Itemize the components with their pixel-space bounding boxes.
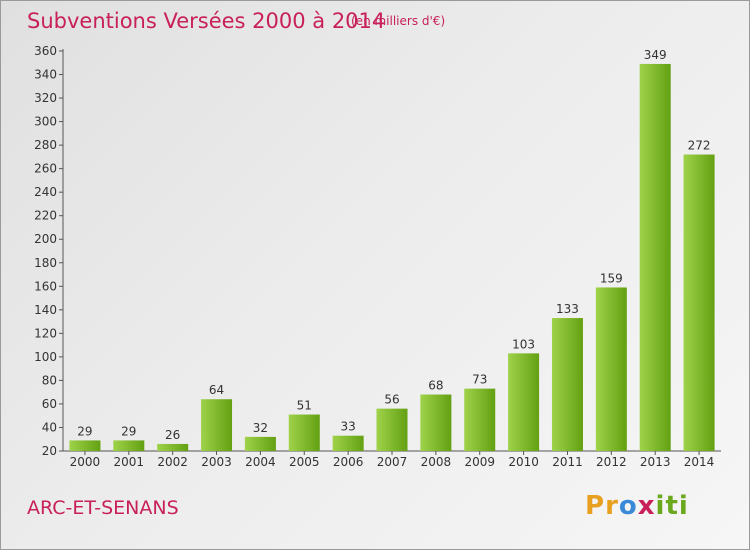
- logo-letter: t: [665, 491, 679, 521]
- y-tick-label: 120: [34, 326, 57, 340]
- bar: [683, 154, 715, 451]
- x-tick-label: 2007: [377, 455, 408, 469]
- x-tick-label: 2003: [201, 455, 232, 469]
- bar: [244, 436, 276, 451]
- bar: [201, 399, 233, 451]
- x-tick-label: 2013: [640, 455, 671, 469]
- data-label: 32: [253, 421, 268, 435]
- data-label: 64: [209, 383, 224, 397]
- bar: [464, 388, 496, 451]
- data-label: 349: [644, 48, 667, 62]
- y-tick-label: 340: [34, 68, 57, 82]
- y-tick-label: 280: [34, 138, 57, 152]
- y-tick-label: 160: [34, 279, 57, 293]
- bar: [113, 440, 145, 451]
- x-tick-label: 2000: [70, 455, 101, 469]
- y-tick-label: 40: [42, 420, 57, 434]
- x-tick-label: 2001: [114, 455, 145, 469]
- y-tick-label: 240: [34, 185, 57, 199]
- y-tick-label: 360: [34, 44, 57, 58]
- x-tick-label: 2014: [684, 455, 715, 469]
- data-label: 68: [428, 379, 443, 393]
- commune-name: ARC-ET-SENANS: [27, 497, 179, 519]
- logo-letter: o: [618, 491, 638, 521]
- y-tick-label: 20: [42, 444, 57, 458]
- data-label: 56: [384, 393, 399, 407]
- y-tick-label: 220: [34, 209, 57, 223]
- data-label: 272: [688, 139, 711, 153]
- data-label: 33: [340, 420, 355, 434]
- logo-letter: r: [605, 491, 619, 521]
- bar: [376, 408, 408, 451]
- x-tick-label: 2012: [596, 455, 627, 469]
- bar: [332, 435, 364, 451]
- y-tick-label: 320: [34, 91, 57, 105]
- data-label: 26: [165, 428, 180, 442]
- chart-subtitle: (en milliers d'€): [351, 14, 446, 28]
- y-tick-label: 140: [34, 303, 57, 317]
- bar: [508, 353, 540, 451]
- data-labels: 29 29 26 64 32 51 33 56 68 73 103 133 159 349 272: [77, 48, 710, 442]
- bar: [420, 394, 452, 451]
- y-tick-label: 260: [34, 162, 57, 176]
- y-tick-label: 60: [42, 397, 57, 411]
- y-tick-label: 200: [34, 232, 57, 246]
- data-label: 133: [556, 302, 579, 316]
- x-tick-label: 2005: [289, 455, 320, 469]
- data-label: 103: [512, 337, 535, 351]
- logo-letter: P: [585, 491, 606, 521]
- bar: [157, 443, 189, 451]
- axes: 20 40 60 80 100 120 140 160 180 200 220 240 260 280 30…: [34, 44, 721, 469]
- bar: [551, 318, 583, 451]
- data-label: 29: [77, 424, 92, 438]
- y-tick-label: 100: [34, 350, 57, 364]
- data-label: 159: [600, 271, 623, 285]
- y-tick-label: 180: [34, 256, 57, 270]
- x-tick-label: 2002: [157, 455, 188, 469]
- logo-letter: x: [637, 491, 656, 521]
- y-tick-label: 80: [42, 373, 57, 387]
- x-tick-label: 2004: [245, 455, 276, 469]
- data-label: 29: [121, 424, 136, 438]
- proxiti-logo[interactable]: Proxiti: [585, 491, 689, 521]
- bar: [69, 440, 101, 451]
- bar: [288, 414, 320, 451]
- logo-letter: i: [678, 491, 689, 521]
- logo-letter: i: [655, 491, 666, 521]
- data-label: 73: [472, 373, 487, 387]
- x-tick-label: 2011: [552, 455, 583, 469]
- x-tick-label: 2008: [421, 455, 452, 469]
- x-tick-label: 2010: [508, 455, 539, 469]
- bars: [69, 63, 715, 452]
- y-tick-label: 300: [34, 115, 57, 129]
- data-label: 51: [297, 399, 312, 413]
- chart-title: Subventions Versées 2000 à 2014: [27, 9, 386, 33]
- bar: [595, 287, 627, 451]
- x-tick-label: 2009: [464, 455, 495, 469]
- bar: [639, 63, 671, 452]
- x-tick-label: 2006: [333, 455, 364, 469]
